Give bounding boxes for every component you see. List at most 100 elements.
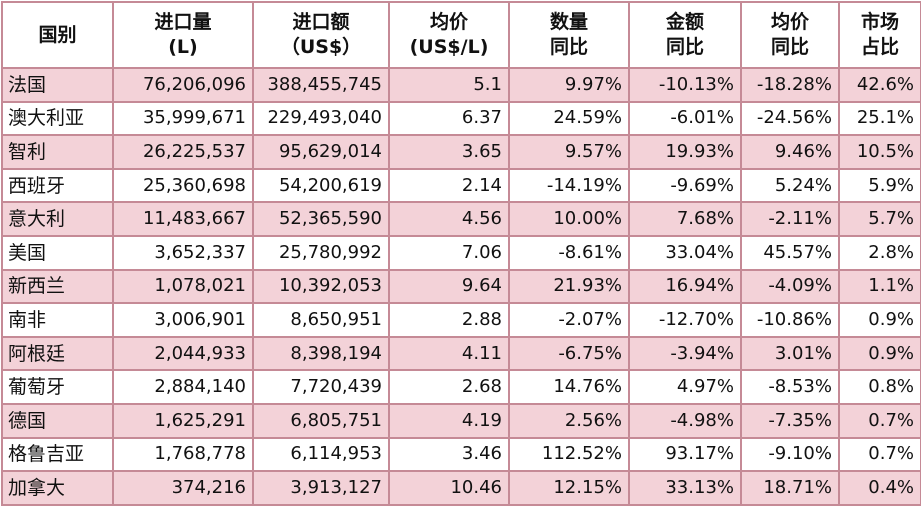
value-cell: 10,392,053 [252,268,390,305]
volume-yoy-cell: -2.07% [508,302,630,338]
country-cell: 阿根廷 [1,335,114,372]
table-header: 国别 进口量 (L) 进口额 （US$） 均价 (US$/L) 数量 同比 金额 同比 均… [1,1,921,69]
country-cell: 澳大利亚 [1,100,114,137]
volume-cell: 1,768,778 [112,436,254,473]
country-cell: 美国 [1,234,114,271]
value-yoy-cell: -3.94% [628,335,742,372]
volume-cell: 2,884,140 [112,369,254,405]
value-yoy-cell: -9.69% [628,167,742,204]
volume-yoy-cell: 14.76% [508,369,630,405]
country-cell: 新西兰 [1,268,114,305]
header-country-label: 国别 [38,23,77,46]
price-yoy-cell: -2.11% [740,201,840,237]
avg-price-cell: 4.56 [388,201,510,237]
avg-price-cell: 6.37 [388,100,510,137]
volume-cell: 3,006,901 [112,302,254,338]
volume-cell: 26,225,537 [112,134,254,170]
avg-price-cell: 5.1 [388,67,510,103]
price-yoy-cell: -8.53% [740,369,840,405]
volume-cell: 25,360,698 [112,167,254,204]
share-cell: 10.5% [838,134,921,170]
volume-yoy-cell: 12.15% [508,470,630,506]
header-volume-yoy-label: 数量 [549,11,588,33]
share-cell: 42.6% [838,67,921,103]
price-yoy-cell: -10.86% [740,302,840,338]
avg-price-cell: 3.46 [388,436,510,473]
table-row: 智利 26,225,537 95,629,014 3.65 9.57% 19.93% 9.4… [1,134,921,170]
volume-yoy-cell: -8.61% [508,234,630,271]
table-row: 格鲁吉亚 1,768,778 6,114,953 3.46 112.52% 93.17% -… [1,436,921,473]
header-value-yoy-sub: 同比 [665,36,704,58]
volume-cell: 11,483,667 [112,201,254,237]
table-row: 葡萄牙 2,884,140 7,720,439 2.68 14.76% 4.97% -8.5… [1,369,921,405]
header-price-yoy-sub: 同比 [770,36,809,58]
value-cell: 3,913,127 [252,470,390,506]
table-body: 法国 76,206,096 388,455,745 5.1 9.97% -10.13% -1… [1,67,921,506]
price-yoy-cell: 5.24% [740,167,840,204]
value-yoy-cell: 4.97% [628,369,742,405]
value-yoy-cell: -12.70% [628,302,742,338]
value-cell: 6,805,751 [252,402,390,439]
volume-yoy-cell: 2.56% [508,402,630,439]
avg-price-cell: 10.46 [388,470,510,506]
header-row: 国别 进口量 (L) 进口额 （US$） 均价 (US$/L) 数量 同比 金额 同比 均… [1,1,921,69]
volume-cell: 76,206,096 [112,67,254,103]
avg-price-cell: 7.06 [388,234,510,271]
volume-yoy-cell: 9.97% [508,67,630,103]
country-cell: 加拿大 [1,470,114,506]
header-import-value-label: 进口额 [292,11,350,33]
value-cell: 388,455,745 [252,67,390,103]
value-cell: 8,398,194 [252,335,390,372]
price-yoy-cell: 45.57% [740,234,840,271]
value-yoy-cell: 33.13% [628,470,742,506]
volume-yoy-cell: -6.75% [508,335,630,372]
avg-price-cell: 2.14 [388,167,510,204]
share-cell: 0.9% [838,335,921,372]
country-cell: 葡萄牙 [1,369,114,405]
table-row: 美国 3,652,337 25,780,992 7.06 -8.61% 33.04% 45.… [1,234,921,271]
value-yoy-cell: -10.13% [628,67,742,103]
volume-cell: 3,652,337 [112,234,254,271]
country-cell: 意大利 [1,201,114,237]
header-value-yoy: 金额 同比 [628,1,742,69]
share-cell: 5.7% [838,201,921,237]
header-volume-yoy-sub: 同比 [549,36,588,58]
country-cell: 格鲁吉亚 [1,436,114,473]
price-yoy-cell: -7.35% [740,402,840,439]
country-cell: 南非 [1,302,114,338]
avg-price-cell: 3.65 [388,134,510,170]
header-import-volume-label: 进口量 [154,11,212,33]
header-import-volume-unit: (L) [168,36,198,58]
header-price-yoy: 均价 同比 [740,1,840,69]
header-import-volume: 进口量 (L) [112,1,254,69]
table-row: 阿根廷 2,044,933 8,398,194 4.11 -6.75% -3.94% 3.0… [1,335,921,372]
price-yoy-cell: -4.09% [740,268,840,305]
price-yoy-cell: -9.10% [740,436,840,473]
value-cell: 25,780,992 [252,234,390,271]
avg-price-cell: 9.64 [388,268,510,305]
header-market-share-label: 市场 [860,11,899,33]
volume-cell: 1,078,021 [112,268,254,305]
header-market-share-sub: 占比 [860,36,899,58]
table-row: 意大利 11,483,667 52,365,590 4.56 10.00% 7.68% -2… [1,201,921,237]
table-row: 法国 76,206,096 388,455,745 5.1 9.97% -10.13% -1… [1,67,921,103]
volume-yoy-cell: 9.57% [508,134,630,170]
value-yoy-cell: 33.04% [628,234,742,271]
country-cell: 德国 [1,402,114,439]
price-yoy-cell: -18.28% [740,67,840,103]
share-cell: 2.8% [838,234,921,271]
price-yoy-cell: 9.46% [740,134,840,170]
value-cell: 8,650,951 [252,302,390,338]
country-cell: 智利 [1,134,114,170]
header-avg-price-label: 均价 [429,11,468,33]
header-import-value: 进口额 （US$） [252,1,390,69]
share-cell: 0.8% [838,369,921,405]
header-volume-yoy: 数量 同比 [508,1,630,69]
value-yoy-cell: 19.93% [628,134,742,170]
share-cell: 5.9% [838,167,921,204]
price-yoy-cell: -24.56% [740,100,840,137]
volume-yoy-cell: -14.19% [508,167,630,204]
header-value-yoy-label: 金额 [665,11,704,33]
avg-price-cell: 2.68 [388,369,510,405]
value-cell: 54,200,619 [252,167,390,204]
